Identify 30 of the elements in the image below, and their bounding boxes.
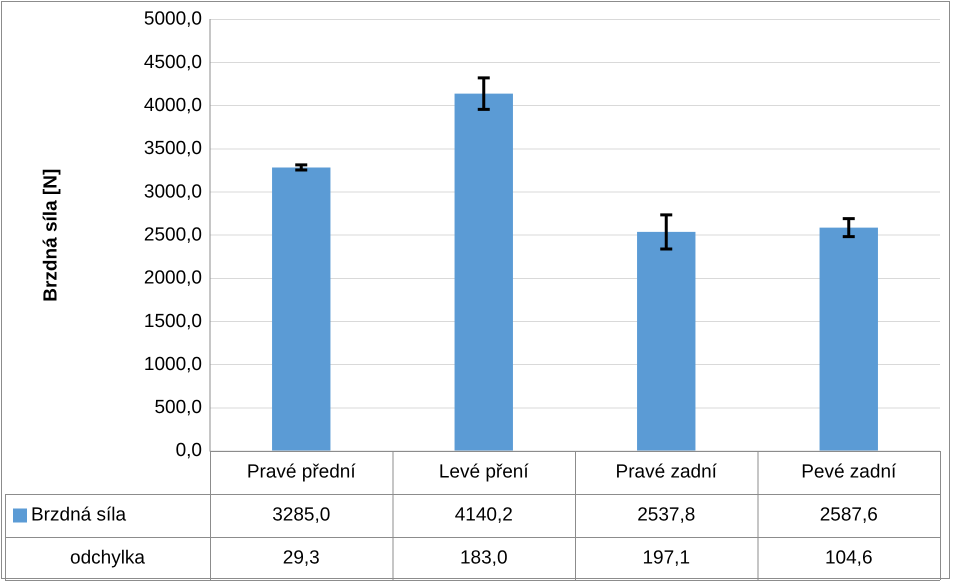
x-tick-label: Pravé zadní xyxy=(616,462,718,483)
y-tick-label: 1000,0 xyxy=(144,354,202,375)
data-label: 3285,0 xyxy=(272,504,330,526)
text: 104,6 xyxy=(824,548,873,569)
bar xyxy=(637,232,696,450)
data-label: 2587,6 xyxy=(820,504,878,526)
y-tick-label: 2000,0 xyxy=(144,268,202,289)
text: 197,1 xyxy=(642,548,690,569)
y-tick-label: 3000,0 xyxy=(144,181,202,202)
bar xyxy=(272,167,330,450)
y-tick-label: 1500,0 xyxy=(144,310,202,332)
x-tick-label: Pevé zadní xyxy=(801,462,897,483)
y-tick-label: 500,0 xyxy=(154,397,202,418)
x-tick-label: Pravé přední xyxy=(246,462,356,483)
bar xyxy=(820,228,878,450)
y-tick-label: 4000,0 xyxy=(144,94,202,116)
text: odchylka xyxy=(70,548,146,569)
text: 183,0 xyxy=(460,548,508,569)
y-tick-label: 2500,0 xyxy=(144,224,202,246)
legend-label: Brzdná síla xyxy=(31,504,126,526)
y-tick-label: 0,0 xyxy=(176,440,202,462)
data-label: 4140,2 xyxy=(454,504,513,526)
text: 29,3 xyxy=(282,548,320,569)
x-tick-label: Levé pření xyxy=(438,462,530,483)
y-axis-title: Brzdná síla [N] xyxy=(40,168,62,302)
y-tick-label: 3500,0 xyxy=(144,138,202,160)
bar xyxy=(454,94,513,450)
data-label: 2537,8 xyxy=(637,504,696,526)
y-tick-label: 4500,0 xyxy=(144,52,202,73)
y-tick-label: 5000,0 xyxy=(144,8,202,30)
